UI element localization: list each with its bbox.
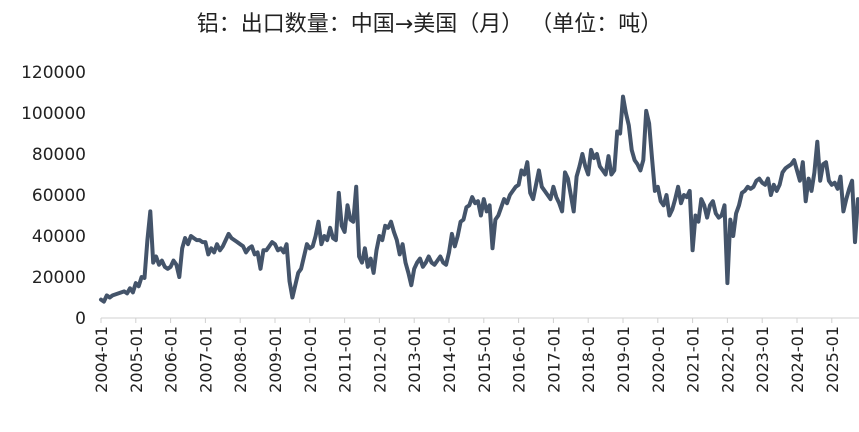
x-tick-label: 2012-01 — [370, 326, 389, 393]
x-tick-label: 2015-01 — [475, 326, 494, 393]
series-group — [99, 94, 859, 304]
y-tick-label: 40000 — [32, 227, 86, 247]
x-tick-label: 2016-01 — [510, 326, 529, 393]
x-tick-label: 2014-01 — [440, 326, 459, 393]
x-axis: 2004-01 2005-01 2006-01 2007-01 2008-01 2009-… — [92, 317, 859, 393]
x-tick-label: 2022-01 — [718, 326, 737, 393]
x-tick-label: 2006-01 — [162, 326, 181, 393]
x-tick-label: 2004-01 — [92, 326, 111, 393]
x-tick-label: 2007-01 — [196, 326, 215, 393]
x-tick-label: 2023-01 — [753, 326, 772, 393]
y-tick-label: 20000 — [32, 268, 86, 288]
y-tick-label: 0 — [75, 309, 86, 329]
chart-title: 铝：出口数量：中国→美国（月） （单位：吨） — [196, 12, 663, 37]
y-tick-label: 120000 — [21, 63, 86, 83]
x-tick-label: 2025-01 — [823, 326, 842, 393]
x-tick-label: 2013-01 — [405, 326, 424, 393]
series-line — [99, 94, 859, 304]
x-tick-label: 2018-01 — [579, 326, 598, 393]
x-tick-label: 2005-01 — [127, 326, 146, 393]
y-tick-label: 100000 — [21, 104, 86, 124]
x-tick-label: 2009-01 — [266, 326, 285, 393]
y-tick-label: 60000 — [32, 186, 86, 206]
x-tick-label: 2008-01 — [231, 326, 250, 393]
x-tick-label: 2019-01 — [614, 326, 633, 393]
x-tick-label: 2017-01 — [544, 326, 563, 393]
x-tick-label: 2011-01 — [336, 326, 355, 393]
x-tick-label: 2020-01 — [649, 326, 668, 393]
x-tick-label: 2021-01 — [684, 326, 703, 393]
y-axis: 0 20000 40000 60000 80000 100000 120000 — [21, 63, 86, 329]
y-tick-label: 80000 — [32, 145, 86, 165]
x-tick-label: 2024-01 — [788, 326, 807, 393]
x-tick-label: 2010-01 — [301, 326, 320, 393]
